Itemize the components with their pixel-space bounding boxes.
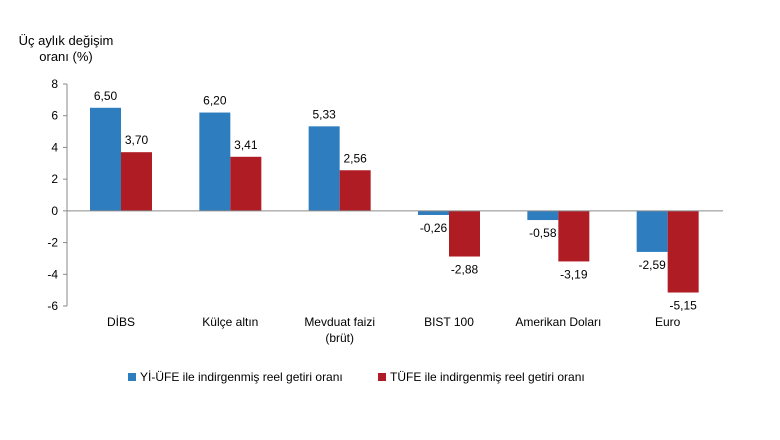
data-label: -0,26 [420, 221, 448, 235]
y-axis-title-line-2: oranı (%) [39, 49, 93, 64]
y-tick-label: -4 [47, 267, 58, 281]
y-tick-label: 8 [51, 77, 58, 91]
legend-item-tufe: TÜFE ile indirgenmiş reel getiri oranı [378, 370, 585, 384]
data-label: -0,58 [529, 226, 557, 240]
bar-yi-ufe [308, 126, 340, 211]
data-label: -2,88 [451, 263, 479, 277]
y-tick-label: -6 [47, 299, 58, 313]
x-category-label: Mevduat faizi [304, 315, 375, 329]
bar-yi-ufe [636, 210, 668, 252]
y-tick-label: -2 [47, 236, 58, 250]
bar-tufe [558, 210, 590, 262]
data-label: -3,19 [560, 267, 588, 281]
legend: Yİ-ÜFE ile indirgenmiş reel getiri oranı… [0, 370, 780, 390]
y-tick-label: 4 [51, 140, 58, 154]
data-label: -2,59 [638, 258, 666, 272]
bar-yi-ufe [90, 107, 121, 211]
y-tick-label: 0 [51, 204, 58, 218]
y-axis-title-line-1: Üç aylık değişim [18, 33, 114, 48]
legend-swatch-yi-ufe [128, 373, 136, 381]
bar-tufe [230, 156, 262, 211]
x-category-label: Amerikan Doları [515, 315, 601, 329]
legend-item-yi-ufe: Yİ-ÜFE ile indirgenmiş reel getiri oranı [128, 370, 343, 384]
data-label: 3,70 [125, 133, 149, 147]
x-category-label: DİBS [107, 315, 135, 329]
data-label: 6,20 [203, 94, 227, 108]
bar-tufe [449, 210, 480, 257]
data-label: 3,41 [234, 138, 258, 152]
legend-label-tufe: TÜFE ile indirgenmiş reel getiri oranı [390, 370, 585, 384]
legend-label-yi-ufe: Yİ-ÜFE ile indirgenmiş reel getiri oranı [140, 370, 343, 384]
data-label: 5,33 [312, 107, 336, 121]
x-category-label: Külçe altın [202, 315, 258, 329]
bar-yi-ufe [527, 210, 559, 221]
data-label: 6,50 [94, 89, 118, 103]
y-tick-label: 6 [51, 109, 58, 123]
data-label: 2,56 [343, 151, 367, 165]
x-category-label: Euro [655, 315, 681, 329]
x-category-label: BIST 100 [424, 315, 474, 329]
bar-yi-ufe [418, 210, 449, 215]
bar-tufe [121, 152, 152, 211]
bar-yi-ufe [199, 112, 231, 211]
y-tick-label: 2 [51, 172, 58, 186]
legend-swatch-tufe [378, 373, 386, 381]
bar-tufe [339, 170, 371, 211]
x-category-label: (brüt) [325, 331, 354, 345]
y-axis-title: Üç aylık değişim oranı (%) [14, 33, 118, 65]
data-label: -5,15 [669, 299, 697, 313]
bar-tufe [667, 210, 699, 293]
